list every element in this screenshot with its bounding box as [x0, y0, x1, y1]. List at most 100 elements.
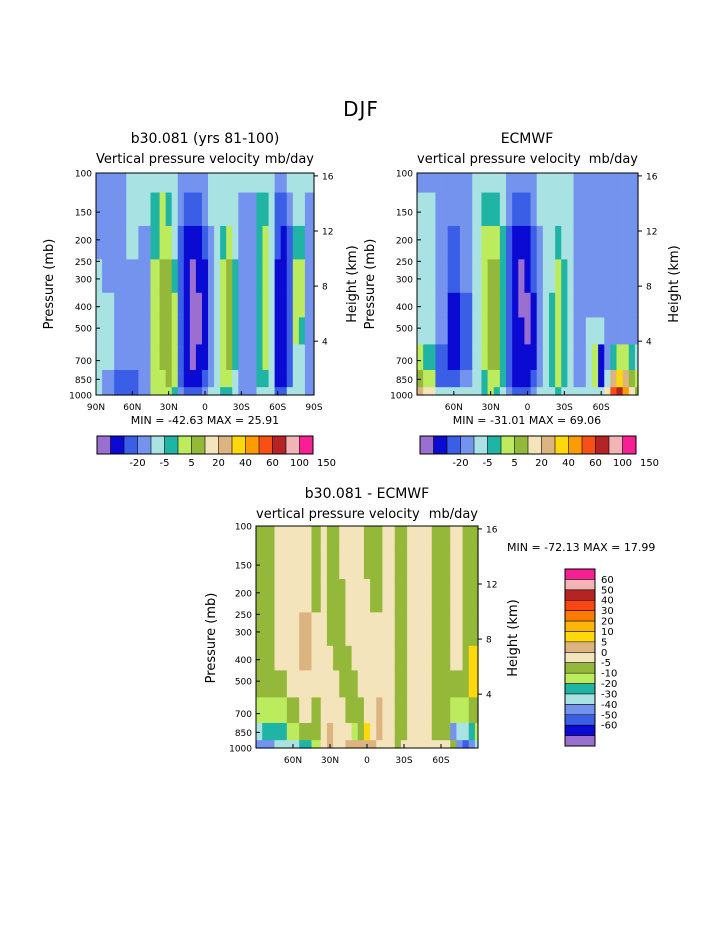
model-height-label: Height (km): [345, 245, 360, 322]
obs-contour-cell: [567, 317, 575, 345]
diff-contour-cell: [413, 740, 421, 749]
model-contour-cell: [298, 292, 306, 319]
obs-contour-cell: [423, 192, 437, 227]
model-contour-cell: [256, 369, 264, 388]
model-contour-cell: [159, 259, 167, 294]
obs-height-tick-label: 4: [646, 338, 652, 348]
model-panel: 100150200250300400500700850100016128490N…: [42, 131, 360, 469]
model-units: mb/day: [265, 152, 315, 167]
model-contour-cell: [286, 192, 294, 227]
model-contour-cell: [244, 292, 252, 319]
diff-contour-cell: [262, 578, 276, 613]
obs-contour-cell: [573, 173, 581, 194]
obs-contour-cell: [591, 173, 599, 194]
diff-contour-cell: [256, 645, 263, 672]
obs-contour-cell: [555, 344, 562, 371]
model-contour-cell: [214, 173, 221, 194]
diff-contour-cell: [437, 526, 445, 547]
model-contour-cell: [177, 387, 185, 396]
diff-plot-area: 100 150 200 250 300 400 500 700 850 1000 16 12 8 4 60N…: [229, 523, 498, 767]
model-contour-cell: [220, 192, 227, 227]
diff-contour-cell: [425, 670, 433, 698]
diff-contour-cell: [311, 670, 322, 698]
model-contour-cell: [138, 369, 152, 388]
diff-contour-cell: [311, 526, 322, 547]
obs-contour-cell: [579, 387, 587, 396]
model-contour-cell: [208, 292, 215, 319]
model-contour-cell: [274, 317, 282, 345]
model-contour-cell: [250, 259, 258, 294]
diff-contour-cell: [468, 612, 476, 647]
obs-contour-cell: [423, 173, 437, 194]
diff-contour-cell: [351, 697, 359, 724]
obs-contour-cell: [573, 192, 581, 227]
obs-contour-cell: [561, 292, 568, 319]
obs-contour-cell: [604, 225, 611, 260]
model-x-tick-label: 60N: [123, 403, 141, 413]
model-contour-cell: [208, 192, 215, 227]
diff-contour-cell: [382, 645, 390, 672]
obs-y-tick-label: 100: [396, 170, 413, 180]
model-contour-cell: [226, 369, 233, 388]
model-contour-cell: [310, 259, 315, 294]
diff-contour-cell: [394, 722, 402, 741]
obs-contour-cell: [417, 225, 424, 260]
model-contour-cell: [274, 369, 282, 388]
obs-contour-cell: [610, 225, 618, 260]
model-contour-cell: [298, 192, 306, 227]
obs-contour-cell: [616, 192, 624, 227]
model-contour-cell: [102, 369, 115, 388]
model-contour-cell: [165, 173, 173, 194]
model-contour-cell: [220, 387, 227, 396]
model-contour-cell: [268, 344, 276, 371]
model-contour-cell: [208, 317, 215, 345]
model-contour-cell: [201, 369, 209, 388]
obs-y-label: Pressure (mb): [363, 239, 378, 330]
model-contour-cell: [238, 173, 245, 194]
model-colorbar-swatch: [286, 436, 300, 454]
diff-colorbar-label: 60: [601, 575, 614, 586]
model-colorbar-label: 150: [317, 458, 336, 469]
diff-contour-cell: [256, 545, 263, 580]
obs-contour-cell: [591, 369, 599, 388]
obs-contour-cell: [417, 317, 424, 345]
model-contour-cell: [189, 344, 197, 371]
diff-panel: 100150200250300400500700850100016128460N…: [204, 486, 655, 766]
obs-contour-cell: [598, 369, 605, 388]
obs-contour-cell: [542, 344, 550, 371]
model-y-tick-label: 1000: [69, 392, 92, 402]
obs-contour-cell: [622, 192, 630, 227]
diff-colorbar-swatch: [565, 693, 595, 705]
model-contour-cell: [310, 292, 315, 319]
diff-contour-cell: [437, 722, 445, 741]
model-height-tick-label: 4: [322, 338, 328, 348]
obs-contour-cell: [506, 344, 513, 371]
model-contour-cell: [238, 344, 245, 371]
obs-contour-cell: [616, 344, 624, 371]
diff-contour-cell: [456, 670, 464, 698]
model-colorbar-swatch: [259, 436, 273, 454]
model-contour-cell: [298, 259, 306, 294]
model-y-tick-label: 250: [75, 258, 92, 268]
model-contour-cell: [232, 387, 239, 396]
obs-y-tick-label: 500: [396, 325, 413, 335]
diff-colorbar-swatch: [565, 641, 595, 653]
diff-contour-cell: [394, 578, 402, 613]
diff-contour-cell: [437, 578, 445, 613]
model-contour-cell: [150, 387, 161, 396]
model-contour-cell: [171, 387, 179, 396]
model-colorbar-swatch: [232, 436, 246, 454]
diff-contour-cell: [333, 612, 340, 647]
obs-contour-cell: [536, 317, 544, 345]
obs-variable: vertical pressure velocity: [417, 152, 581, 167]
model-contour-cell: [310, 344, 315, 371]
model-x-tick-label: 60S: [269, 403, 286, 413]
model-contour-cell: [292, 225, 300, 260]
diff-contour-cell: [450, 545, 458, 580]
diff-contour-cell: [474, 740, 479, 749]
diff-contour-cell: [456, 578, 464, 613]
diff-contour-cell: [444, 578, 451, 613]
diff-contour-cell: [394, 697, 402, 724]
obs-contour-cell: [573, 225, 581, 260]
